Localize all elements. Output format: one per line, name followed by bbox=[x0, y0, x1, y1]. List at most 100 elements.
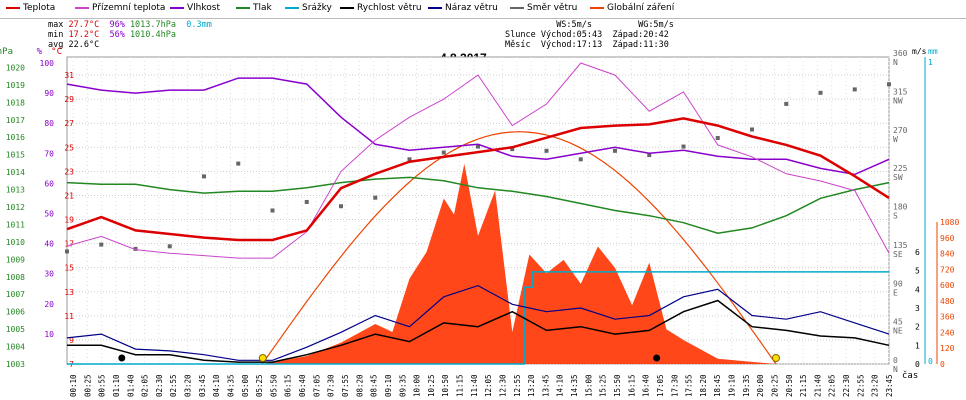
wind-dir-point bbox=[715, 136, 720, 141]
series-rain bbox=[67, 271, 889, 365]
y-tick-label: 21 bbox=[64, 191, 74, 200]
sun-moon-panel: WS:5m/s WG:5m/s Slunce Východ:05:43 Zápa… bbox=[505, 20, 674, 50]
wind-dir-point bbox=[476, 144, 480, 149]
x-tick-label: 17:55 bbox=[685, 374, 694, 397]
x-tick-label: 10:25 bbox=[427, 374, 436, 397]
x-tick-label: 09:35 bbox=[398, 374, 407, 397]
y-tick-label: 13 bbox=[64, 288, 74, 297]
y-tick-label: 1003 bbox=[6, 360, 25, 369]
legend-label: Vlhkost bbox=[187, 3, 220, 13]
wind-dir-point bbox=[647, 153, 652, 158]
wind-dir-point bbox=[167, 244, 172, 249]
wind-dir-point bbox=[202, 174, 206, 179]
x-tick-label: 23:20 bbox=[871, 374, 880, 397]
rad-tick-label: 360 bbox=[940, 313, 955, 322]
dir-tick-label: NW bbox=[893, 96, 903, 105]
sun-label: Slunce bbox=[505, 30, 536, 40]
y-tick-label: 1013 bbox=[6, 186, 25, 195]
y-tick-label: 1014 bbox=[6, 168, 25, 177]
wind-dir-point bbox=[852, 87, 857, 92]
x-tick-label: 22:55 bbox=[856, 374, 865, 397]
x-tick-label: 00:10 bbox=[69, 374, 78, 397]
series-wind bbox=[67, 299, 890, 363]
dir-tick-label: NE bbox=[893, 327, 903, 336]
dir-tick-label: 360 bbox=[893, 49, 908, 58]
series-humidity bbox=[66, 77, 890, 176]
ms-tick-label: 0 bbox=[915, 360, 920, 369]
dir-tick-label: 270 bbox=[893, 126, 908, 135]
max-hum: 96% bbox=[109, 20, 125, 30]
max-temp: 27.7°C bbox=[68, 20, 100, 30]
moon-label: Měsíc bbox=[505, 40, 531, 50]
wind-dir-point bbox=[578, 157, 583, 162]
x-tick-label: 13:45 bbox=[541, 374, 550, 397]
legend-label: Rychlost větru bbox=[357, 3, 422, 13]
y-tick-label: 9 bbox=[69, 336, 74, 345]
x-tick-label: 08:20 bbox=[355, 374, 364, 397]
y-tick-label: 100 bbox=[40, 59, 55, 68]
axis-title: hPa bbox=[0, 47, 13, 57]
x-tick-label: 04:10 bbox=[212, 374, 221, 397]
x-tick-label: 15:25 bbox=[599, 374, 608, 397]
legend-swatch bbox=[170, 7, 184, 9]
dir-tick-label: 90 bbox=[893, 279, 903, 288]
wind-dir-point bbox=[236, 161, 241, 166]
series-gust bbox=[66, 284, 890, 361]
radiation-area bbox=[262, 163, 776, 364]
dir-tick-label: E bbox=[893, 288, 898, 297]
mm-tick-label: 0 bbox=[928, 357, 933, 366]
avg-temp: 22.6°C bbox=[68, 40, 100, 50]
wind-dir-point bbox=[65, 249, 69, 254]
wind-dir-point bbox=[99, 242, 104, 247]
ms-tick-label: 6 bbox=[915, 248, 920, 257]
y-tick-label: 1015 bbox=[6, 151, 25, 160]
series-ground-temp bbox=[66, 62, 890, 259]
x-axis-label: čas bbox=[902, 370, 918, 381]
stats-panel: max 27.7°C 96% 1013.7hPa 0.3mm min 17.2°… bbox=[48, 20, 212, 50]
y-tick-label: 1012 bbox=[6, 203, 25, 212]
legend-label: Globální záření bbox=[607, 3, 675, 13]
y-tick-label: 1019 bbox=[6, 81, 25, 90]
x-tick-label: 20:25 bbox=[770, 374, 779, 397]
x-tick-label: 12:05 bbox=[484, 374, 493, 397]
wind-dir-point bbox=[681, 144, 686, 149]
stat-label: max bbox=[48, 20, 64, 30]
legend-swatch bbox=[285, 7, 299, 9]
legend-swatch bbox=[236, 7, 250, 9]
axis-title: °C bbox=[51, 47, 62, 57]
wind-dir-point bbox=[441, 150, 446, 155]
rad-tick-label: 600 bbox=[940, 281, 955, 290]
x-tick-label: 22:30 bbox=[842, 374, 851, 397]
x-tick-label: 02:05 bbox=[141, 374, 150, 397]
wind-dir-point bbox=[887, 82, 891, 87]
y-tick-label: 1005 bbox=[6, 325, 25, 334]
x-tick-label: 19:35 bbox=[742, 374, 751, 397]
x-tick-label: 03:20 bbox=[184, 374, 193, 397]
x-tick-label: 02:55 bbox=[169, 374, 178, 397]
legend: Teplota Přízemní teplota Vlhkost Tlak Srážky… bbox=[0, 0, 966, 19]
min-press: 1010.4hPa bbox=[129, 30, 176, 40]
legend-label: Tlak bbox=[253, 3, 272, 13]
rad-tick-label: 960 bbox=[940, 234, 955, 243]
wind-dir-point bbox=[613, 148, 617, 153]
x-tick-label: 14:35 bbox=[570, 374, 579, 397]
ws-label: WS:5m/s bbox=[556, 20, 593, 30]
x-tick-label: 07:30 bbox=[327, 374, 336, 397]
min-hum: 56% bbox=[109, 30, 125, 40]
y-tick-label: 1008 bbox=[6, 273, 25, 282]
x-tick-label: 16:15 bbox=[627, 374, 636, 397]
wind-dir-point bbox=[750, 127, 754, 132]
x-tick-label: 05:25 bbox=[255, 374, 264, 397]
y-tick-label: 1011 bbox=[6, 220, 25, 229]
moonset: Západ:11:30 bbox=[612, 40, 669, 50]
x-tick-label: 00:55 bbox=[98, 374, 107, 397]
wind-dir-point bbox=[270, 208, 275, 213]
legend-label: Směr větru bbox=[527, 3, 578, 13]
y-tick-label: 1018 bbox=[6, 98, 25, 107]
y-tick-label: 19 bbox=[64, 216, 74, 225]
x-tick-label: 07:05 bbox=[312, 374, 321, 397]
x-tick-label: 23:45 bbox=[885, 374, 894, 397]
x-tick-label: 11:40 bbox=[470, 374, 479, 397]
y-tick-label: 60 bbox=[44, 179, 54, 188]
legend-swatch bbox=[6, 7, 20, 9]
